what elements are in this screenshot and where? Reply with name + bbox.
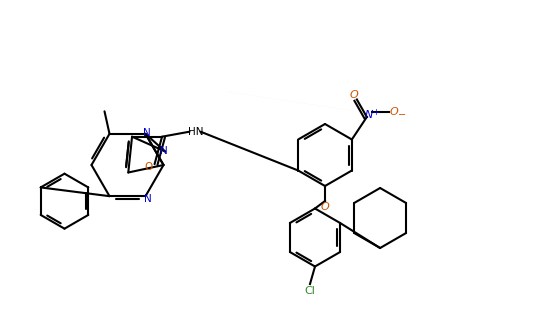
Text: O: O xyxy=(144,162,153,172)
Text: N: N xyxy=(160,146,168,156)
Text: N: N xyxy=(144,194,152,204)
Text: N: N xyxy=(143,128,150,138)
Text: O: O xyxy=(390,107,399,117)
Text: Cl: Cl xyxy=(305,286,315,296)
Text: O: O xyxy=(350,89,359,100)
Text: O: O xyxy=(321,202,329,212)
Text: HN: HN xyxy=(188,127,204,137)
Text: N: N xyxy=(365,110,374,119)
Text: −: − xyxy=(398,110,406,119)
Text: +: + xyxy=(373,108,379,116)
